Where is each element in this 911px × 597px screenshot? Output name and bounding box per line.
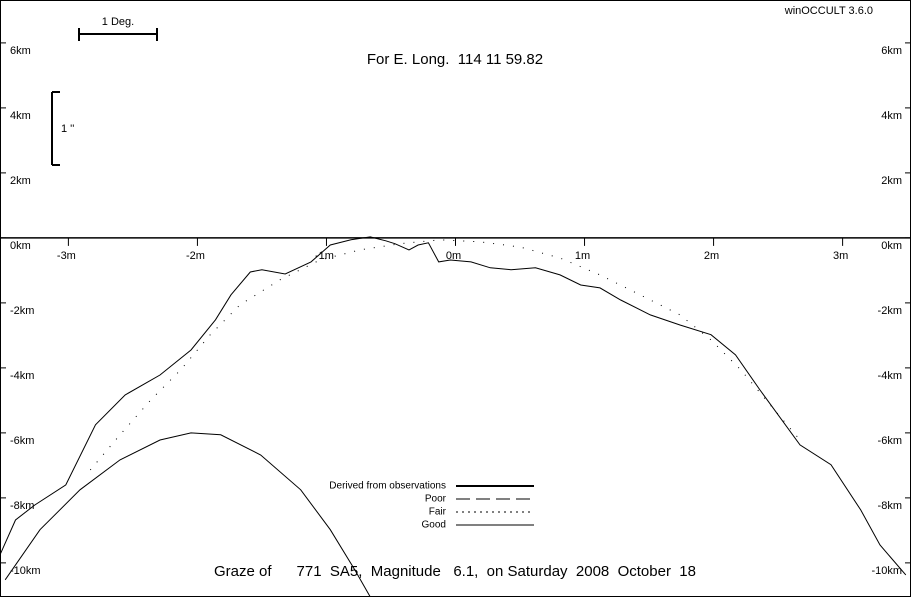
chart-subtitle: For E. Long. 114 11 59.82 [367, 51, 543, 68]
y-tick-label: -2km [10, 305, 34, 317]
x-tick-label: -2m [186, 250, 205, 262]
profile-line [0, 236, 907, 576]
y-tick-label: -4km [10, 370, 34, 382]
chart-title: Graze of 771 SA5, Magnitude 6.1, on Satu… [214, 563, 696, 580]
y-tick-label: 0km [881, 240, 902, 252]
scale-bar-x-label: 1 Deg. [102, 16, 134, 28]
x-tick-label: 3m [833, 250, 848, 262]
y-tick-label: -4km [878, 370, 902, 382]
legend-label: Poor [425, 494, 447, 505]
y-tick-label: 2km [10, 175, 31, 187]
legend-label: Fair [429, 507, 447, 518]
y-tick-label: -6km [878, 435, 902, 447]
legend-label: Good [422, 520, 446, 531]
scale-bar-y-label: 1 '' [61, 123, 74, 135]
x-tick-label: 1m [575, 250, 590, 262]
y-tick-label: 2km [881, 175, 902, 187]
y-tick-label: 6km [881, 45, 902, 57]
y-tick-label: -2km [878, 305, 902, 317]
y-tick-label: 4km [881, 110, 902, 122]
profile-line [89, 239, 801, 471]
x-tick-label: 0m [446, 250, 461, 262]
y-tick-label: -8km [10, 500, 34, 512]
y-tick-label: -10km [871, 565, 902, 577]
x-tick-label: -3m [57, 250, 76, 262]
y-tick-label: -10km [10, 565, 41, 577]
y-tick-label: -8km [878, 500, 902, 512]
y-tick-label: -6km [10, 435, 34, 447]
software-label: winOCCULT 3.6.0 [784, 5, 873, 17]
profile-line [4, 432, 371, 597]
y-tick-label: 4km [10, 110, 31, 122]
scale-bar-x [78, 28, 158, 41]
legend-label: Derived from observations [329, 481, 446, 492]
y-tick-label: 6km [10, 45, 31, 57]
x-tick-label: 2m [704, 250, 719, 262]
scale-bar-y [51, 91, 60, 166]
x-tick-label: -1m [315, 250, 334, 262]
y-tick-label: 0km [10, 240, 31, 252]
